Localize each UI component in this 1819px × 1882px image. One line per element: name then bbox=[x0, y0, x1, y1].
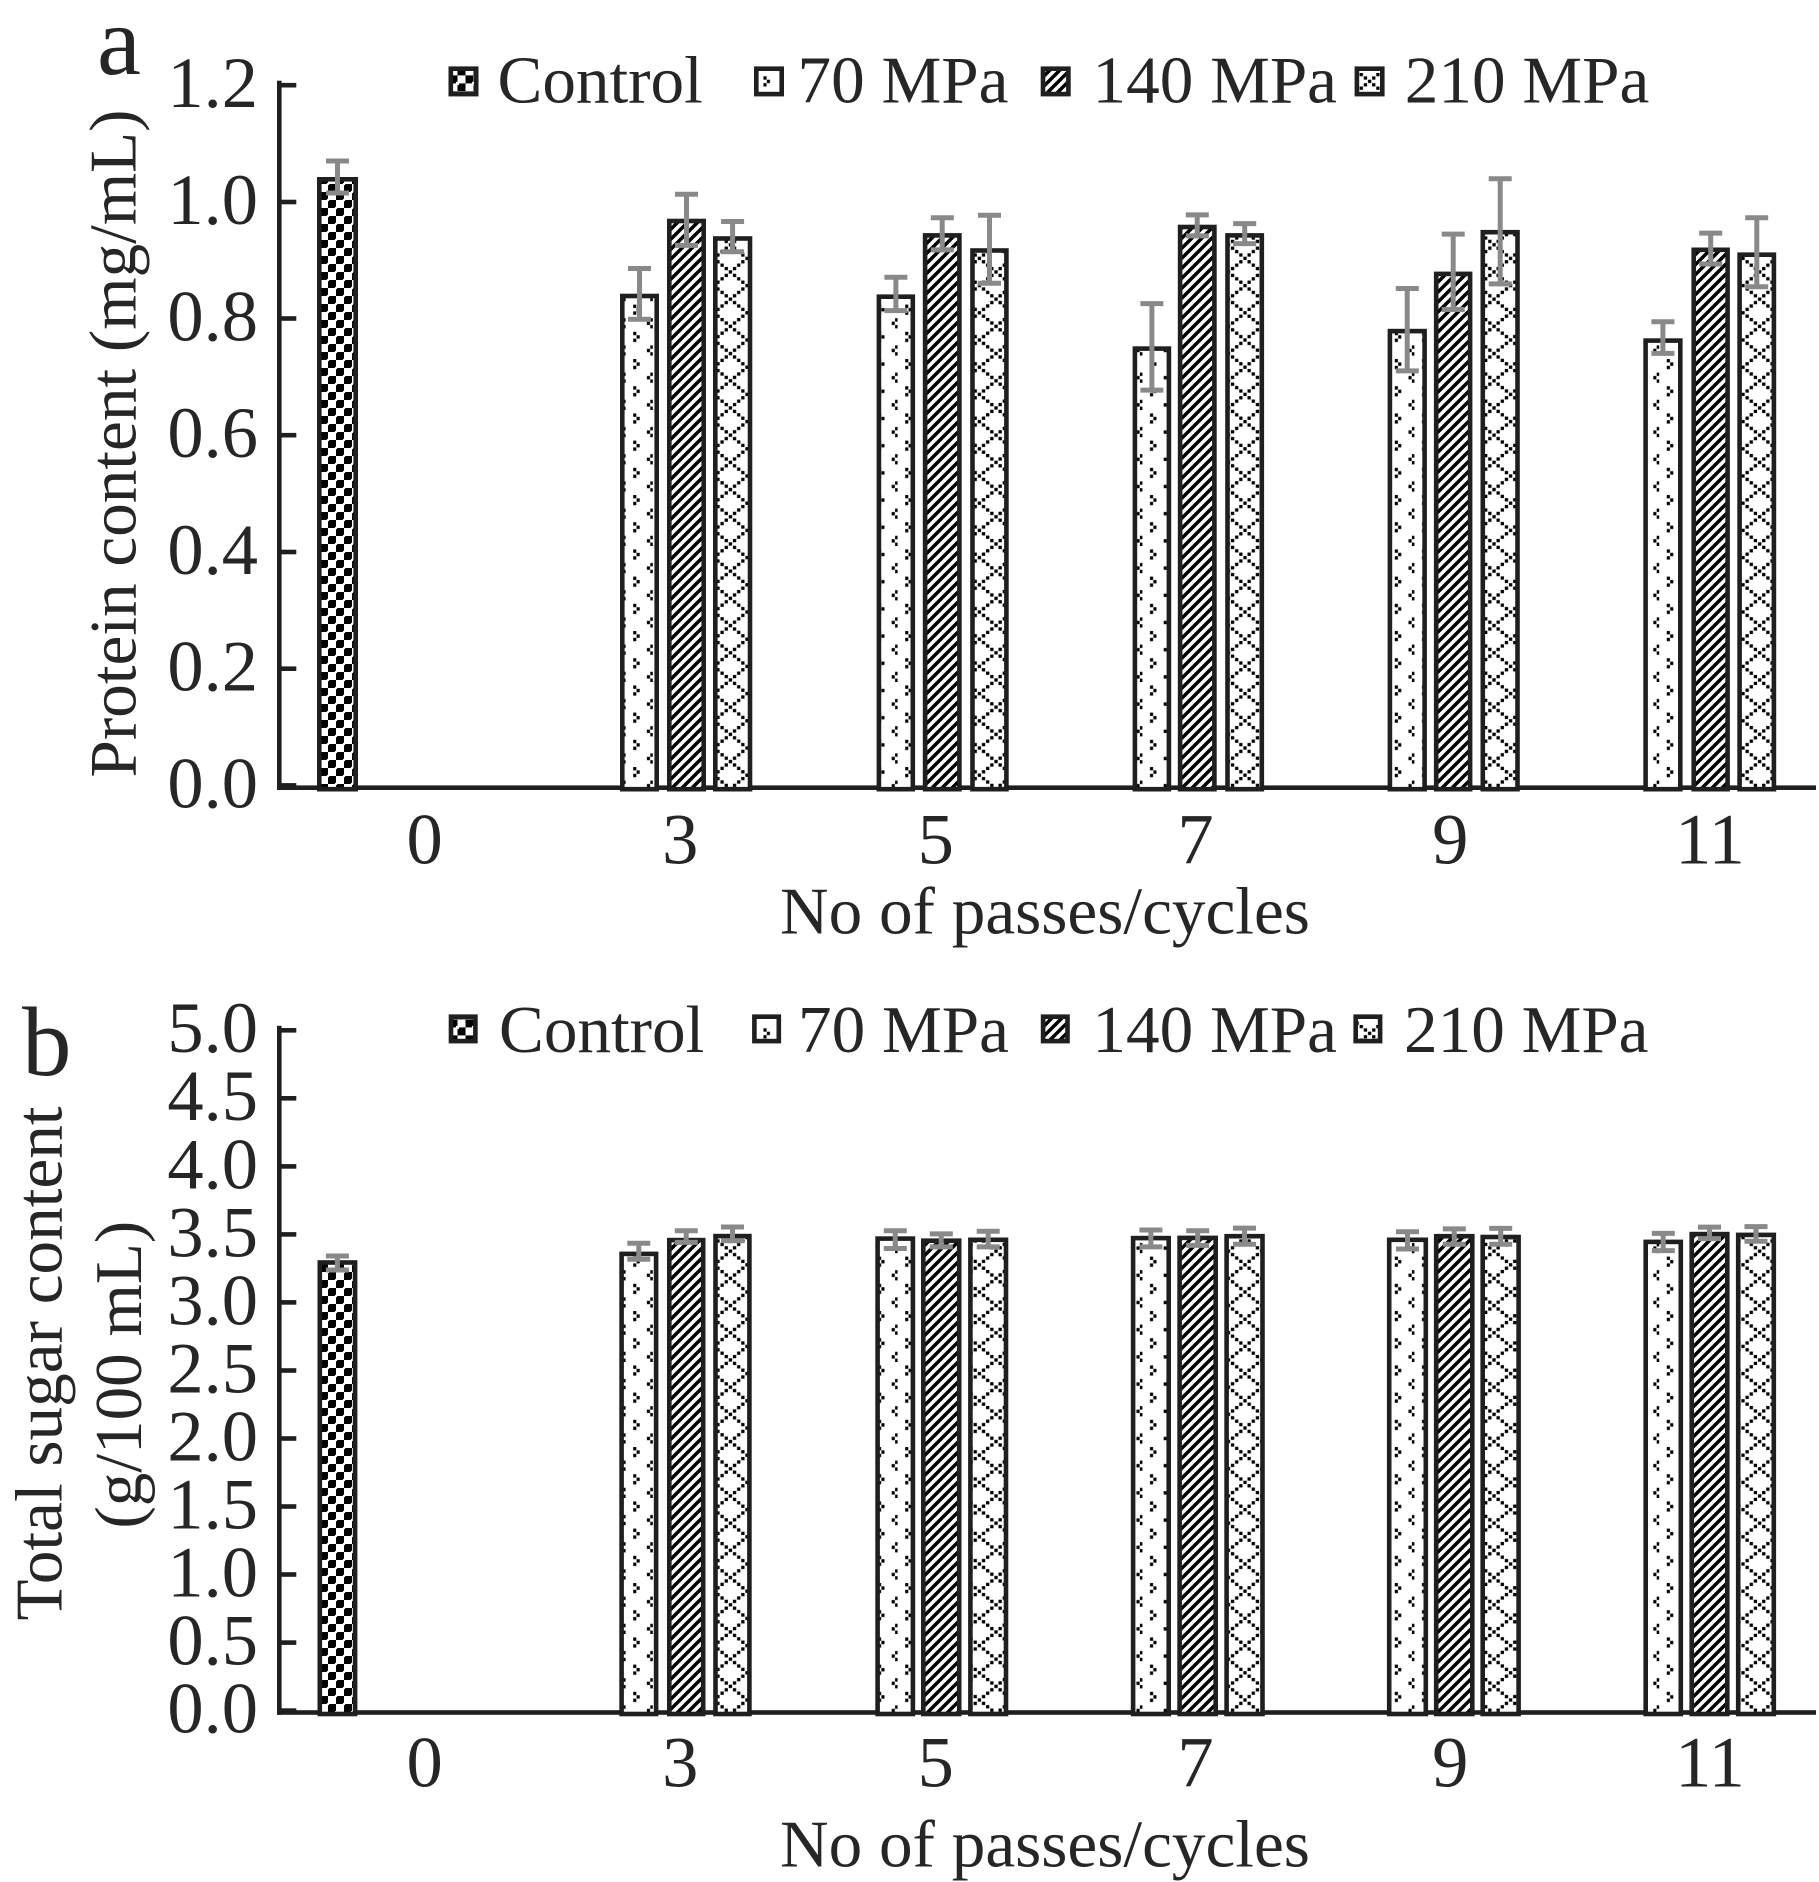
svg-text:7: 7 bbox=[1177, 799, 1213, 880]
svg-text:3: 3 bbox=[662, 1722, 698, 1803]
svg-text:1.0: 1.0 bbox=[167, 1531, 258, 1612]
svg-text:0.8: 0.8 bbox=[167, 275, 258, 356]
svg-text:2.0: 2.0 bbox=[167, 1395, 258, 1476]
svg-text:Control: Control bbox=[499, 992, 704, 1067]
svg-text:3.5: 3.5 bbox=[167, 1191, 258, 1272]
svg-text:3.0: 3.0 bbox=[167, 1259, 258, 1340]
svg-text:7: 7 bbox=[1177, 1722, 1213, 1803]
svg-text:5: 5 bbox=[918, 799, 954, 880]
svg-text:210 MPa: 210 MPa bbox=[1404, 992, 1649, 1067]
svg-text:No of passes/cycles: No of passes/cycles bbox=[780, 874, 1310, 949]
svg-text:0.4: 0.4 bbox=[167, 509, 258, 590]
svg-text:140 MPa: 140 MPa bbox=[1092, 992, 1337, 1067]
svg-text:9: 9 bbox=[1432, 799, 1468, 880]
svg-text:11: 11 bbox=[1675, 1722, 1745, 1803]
svg-text:140 MPa: 140 MPa bbox=[1093, 43, 1338, 118]
svg-text:(g/100 mL): (g/100 mL) bbox=[81, 1221, 156, 1529]
svg-text:11: 11 bbox=[1675, 799, 1745, 880]
svg-text:4.0: 4.0 bbox=[167, 1123, 258, 1204]
svg-text:5.0: 5.0 bbox=[167, 987, 258, 1068]
svg-text:1.5: 1.5 bbox=[167, 1463, 258, 1544]
svg-text:a: a bbox=[97, 0, 141, 96]
svg-text:No of passes/cycles: No of passes/cycles bbox=[780, 1807, 1310, 1882]
svg-text:0: 0 bbox=[406, 1722, 442, 1803]
svg-text:b: b bbox=[22, 988, 72, 1097]
svg-text:0.0: 0.0 bbox=[167, 742, 258, 823]
svg-text:0.2: 0.2 bbox=[167, 626, 258, 707]
svg-text:0.6: 0.6 bbox=[167, 392, 258, 473]
svg-text:9: 9 bbox=[1432, 1722, 1468, 1803]
svg-text:1.2: 1.2 bbox=[167, 42, 258, 123]
svg-text:70 MPa: 70 MPa bbox=[798, 992, 1009, 1067]
svg-text:210 MPa: 210 MPa bbox=[1405, 43, 1650, 118]
svg-text:3: 3 bbox=[662, 799, 698, 880]
svg-text:0: 0 bbox=[406, 799, 442, 880]
svg-text:Protein content (mg/mL): Protein content (mg/mL) bbox=[75, 109, 150, 777]
svg-text:Total sugar content: Total sugar content bbox=[2, 1106, 77, 1620]
svg-text:4.5: 4.5 bbox=[167, 1055, 258, 1136]
svg-text:70 MPa: 70 MPa bbox=[798, 43, 1009, 118]
svg-text:5: 5 bbox=[918, 1722, 954, 1803]
svg-text:0.0: 0.0 bbox=[167, 1668, 258, 1749]
svg-text:1.0: 1.0 bbox=[167, 159, 258, 240]
svg-text:Control: Control bbox=[498, 43, 703, 118]
svg-text:2.5: 2.5 bbox=[167, 1327, 258, 1408]
svg-text:0.5: 0.5 bbox=[167, 1600, 258, 1681]
